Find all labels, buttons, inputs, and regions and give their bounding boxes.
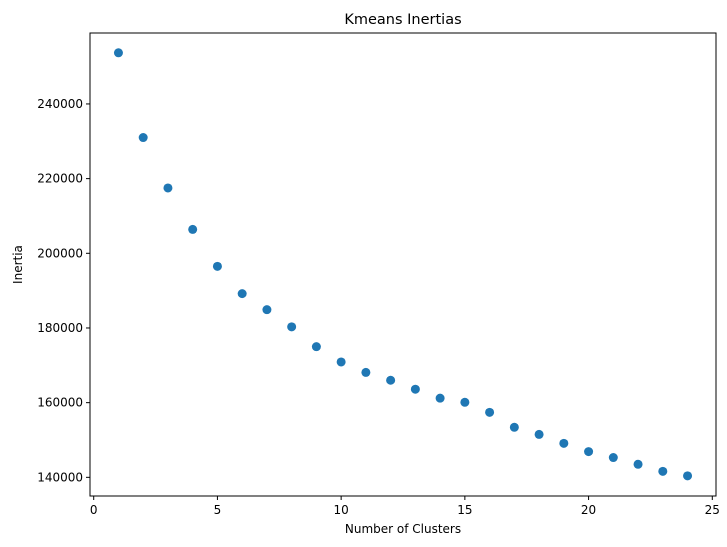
x-tick-label: 0 xyxy=(90,503,98,517)
data-point xyxy=(311,342,321,352)
y-axis: 140000 160000 180000 200000 220000 240000 xyxy=(37,97,90,484)
data-point xyxy=(237,289,247,299)
data-point xyxy=(138,133,148,143)
data-point xyxy=(559,438,569,448)
data-point xyxy=(509,422,519,432)
data-point xyxy=(336,357,346,367)
data-point xyxy=(188,224,198,234)
chart-title: Kmeans Inertias xyxy=(344,12,461,28)
x-tick-label: 15 xyxy=(457,503,472,517)
y-tick-label: 220000 xyxy=(37,172,83,186)
x-tick-label: 20 xyxy=(581,503,596,517)
data-point xyxy=(460,397,470,407)
data-point xyxy=(287,322,297,332)
data-point xyxy=(633,459,643,469)
y-axis-label: Inertia xyxy=(11,245,25,284)
data-point xyxy=(163,183,173,193)
data-point xyxy=(683,471,693,481)
data-point xyxy=(113,48,123,58)
data-point xyxy=(608,453,618,463)
data-point xyxy=(658,466,668,476)
data-point xyxy=(212,261,222,271)
data-point xyxy=(262,305,272,315)
data-point xyxy=(435,393,445,403)
y-tick-label: 180000 xyxy=(37,321,83,335)
data-point xyxy=(386,375,396,385)
data-point xyxy=(485,407,495,417)
data-point xyxy=(361,367,371,377)
data-point xyxy=(584,447,594,457)
x-tick-label: 5 xyxy=(214,503,222,517)
data-point xyxy=(534,429,544,439)
x-axis: 0 5 10 15 20 25 xyxy=(90,496,720,517)
data-point xyxy=(410,384,420,394)
x-tick-label: 10 xyxy=(334,503,349,517)
y-tick-label: 140000 xyxy=(37,470,83,484)
y-tick-label: 240000 xyxy=(37,97,83,111)
plot-frame xyxy=(89,32,717,497)
data-points xyxy=(113,48,693,481)
x-tick-label: 25 xyxy=(705,503,720,517)
y-tick-label: 160000 xyxy=(37,396,83,410)
y-tick-label: 200000 xyxy=(37,246,83,260)
x-axis-label: Number of Clusters xyxy=(345,522,461,536)
